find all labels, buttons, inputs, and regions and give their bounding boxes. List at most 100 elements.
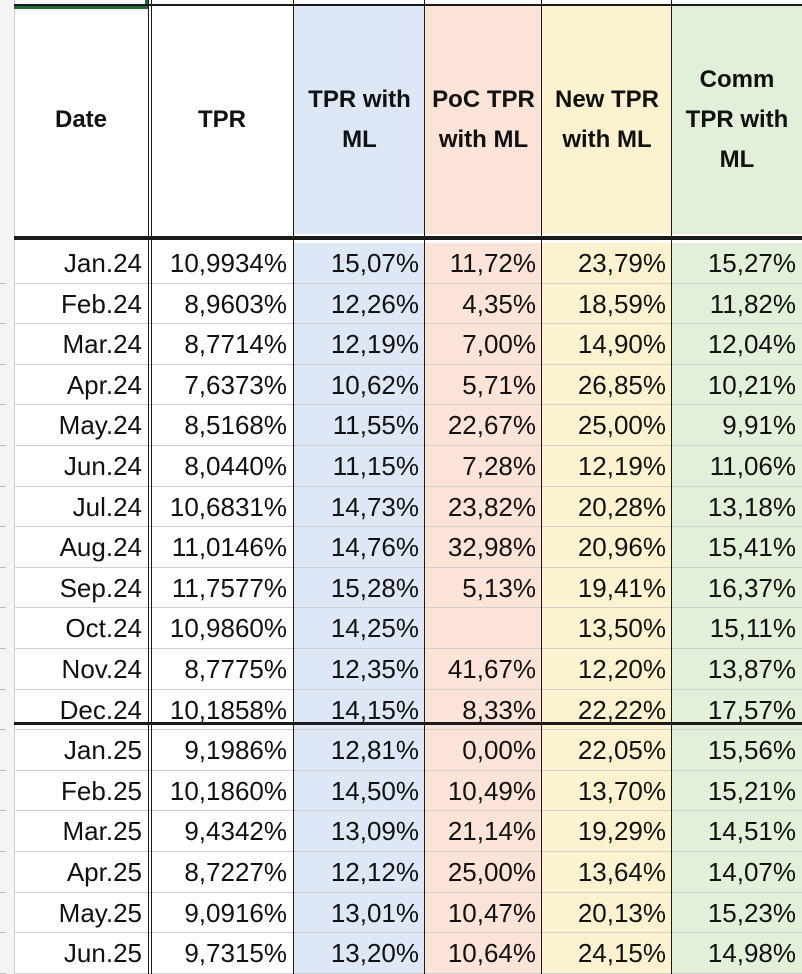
cell-date[interactable]: Aug.24 (59, 532, 142, 563)
cell-date[interactable]: Jun.25 (63, 938, 142, 969)
cell-date[interactable]: Feb.24 (61, 288, 142, 319)
cell-comm-tpr-with-ml[interactable]: 15,41% (672, 527, 802, 568)
cell-comm-tpr-with-ml[interactable]: 14,98% (672, 933, 802, 974)
cell-tpr-with-ml[interactable]: 15,28% (294, 567, 425, 608)
cell-comm-tpr-with-ml[interactable]: 11,06% (672, 446, 802, 486)
cell-date[interactable]: Sep.24 (59, 572, 142, 603)
cell-new-tpr-with-ml[interactable]: 20,13% (542, 892, 672, 933)
cell-new-tpr-with-ml[interactable]: 22,05% (542, 730, 672, 771)
cell-tpr[interactable]: 9,1986% (184, 735, 287, 766)
cell-new-tpr-with-ml[interactable]: 24,15% (542, 933, 672, 974)
cell-date[interactable]: Feb.25 (61, 775, 142, 806)
cell-tpr[interactable]: 9,0916% (184, 897, 287, 928)
cell-comm-tpr-with-ml[interactable]: 9,91% (672, 405, 802, 446)
cell-tpr[interactable]: 8,5168% (184, 410, 287, 441)
cell-poc-tpr-with-ml[interactable]: 0,00% (425, 730, 542, 771)
cell-date[interactable]: Jul.24 (72, 491, 142, 522)
cell-poc-tpr-with-ml[interactable]: 11,72% (425, 243, 542, 283)
header-new-tpr-with-ml[interactable]: New TPR with ML (542, 6, 672, 234)
header-tpr-with-ml[interactable]: TPR with ML (294, 6, 425, 234)
cell-comm-tpr-with-ml[interactable]: 10,21% (672, 364, 802, 405)
cell-new-tpr-with-ml[interactable]: 13,50% (542, 608, 672, 649)
header-poc-tpr-with-ml[interactable]: PoC TPR with ML (425, 6, 542, 234)
cell-poc-tpr-with-ml[interactable]: 22,67% (425, 405, 542, 446)
cell-tpr-with-ml[interactable]: 11,55% (294, 405, 425, 446)
cell-tpr-with-ml[interactable]: 13,09% (294, 811, 425, 852)
cell-poc-tpr-with-ml[interactable]: 7,28% (425, 446, 542, 486)
cell-new-tpr-with-ml[interactable]: 20,28% (542, 486, 672, 527)
cell-tpr-with-ml[interactable]: 13,20% (294, 933, 425, 974)
cell-poc-tpr-with-ml[interactable] (425, 608, 542, 649)
cell-poc-tpr-with-ml[interactable]: 5,71% (425, 364, 542, 405)
cell-comm-tpr-with-ml[interactable]: 15,21% (672, 770, 802, 811)
cell-tpr[interactable]: 10,6831% (169, 491, 287, 522)
cell-date[interactable]: Jan.24 (63, 248, 142, 278)
cell-date[interactable]: May.25 (58, 897, 142, 928)
cell-new-tpr-with-ml[interactable]: 13,64% (542, 852, 672, 892)
cell-poc-tpr-with-ml[interactable]: 23,82% (425, 486, 542, 527)
cell-tpr[interactable]: 10,9934% (169, 248, 287, 278)
cell-tpr[interactable]: 9,4342% (184, 816, 287, 847)
cell-new-tpr-with-ml[interactable]: 12,20% (542, 649, 672, 689)
cell-poc-tpr-with-ml[interactable]: 5,13% (425, 567, 542, 608)
cell-tpr-with-ml[interactable]: 14,50% (294, 770, 425, 811)
cell-poc-tpr-with-ml[interactable]: 21,14% (425, 811, 542, 852)
cell-comm-tpr-with-ml[interactable]: 14,51% (672, 811, 802, 852)
cell-new-tpr-with-ml[interactable]: 26,85% (542, 364, 672, 405)
cell-tpr-with-ml[interactable]: 11,15% (294, 446, 425, 486)
header-tpr[interactable]: TPR (151, 6, 293, 234)
cell-date[interactable]: Mar.25 (62, 816, 143, 847)
cell-new-tpr-with-ml[interactable]: 23,79% (542, 243, 672, 283)
cell-poc-tpr-with-ml[interactable]: 25,00% (425, 852, 542, 892)
cell-tpr[interactable]: 8,7227% (184, 857, 287, 887)
cell-tpr[interactable]: 10,9860% (169, 613, 287, 644)
cell-date[interactable]: Jun.24 (63, 451, 142, 481)
cell-tpr-with-ml[interactable]: 14,76% (294, 527, 425, 568)
cell-tpr-with-ml[interactable]: 12,12% (294, 852, 425, 892)
cell-comm-tpr-with-ml[interactable]: 15,11% (672, 608, 802, 649)
cell-tpr[interactable]: 8,0440% (184, 451, 287, 481)
cell-comm-tpr-with-ml[interactable]: 14,07% (672, 852, 802, 892)
cell-tpr[interactable]: 10,1858% (169, 694, 287, 725)
cell-new-tpr-with-ml[interactable]: 19,29% (542, 811, 672, 852)
cell-new-tpr-with-ml[interactable]: 25,00% (542, 405, 672, 446)
cell-poc-tpr-with-ml[interactable]: 10,64% (425, 933, 542, 974)
cell-date[interactable]: Apr.25 (66, 857, 142, 887)
cell-comm-tpr-with-ml[interactable]: 15,56% (672, 730, 802, 771)
cell-poc-tpr-with-ml[interactable]: 10,47% (425, 892, 542, 933)
cell-tpr-with-ml[interactable]: 13,01% (294, 892, 425, 933)
cell-comm-tpr-with-ml[interactable]: 11,82% (672, 283, 802, 324)
cell-date[interactable]: May.24 (58, 410, 142, 441)
cell-tpr-with-ml[interactable]: 12,35% (294, 649, 425, 689)
cell-comm-tpr-with-ml[interactable]: 15,27% (672, 243, 802, 283)
cell-tpr[interactable]: 8,7714% (184, 329, 287, 360)
header-date[interactable]: Date (14, 6, 148, 234)
cell-poc-tpr-with-ml[interactable]: 7,00% (425, 324, 542, 365)
cell-tpr[interactable]: 8,9603% (184, 288, 287, 319)
cell-tpr[interactable]: 11,7577% (171, 572, 287, 603)
cell-date[interactable]: Apr.24 (66, 369, 142, 400)
cell-tpr-with-ml[interactable]: 12,19% (294, 324, 425, 365)
cell-date[interactable]: Nov.24 (61, 654, 142, 684)
cell-poc-tpr-with-ml[interactable]: 41,67% (425, 649, 542, 689)
cell-comm-tpr-with-ml[interactable]: 13,87% (672, 649, 802, 689)
cell-tpr-with-ml[interactable]: 10,62% (294, 364, 425, 405)
cell-comm-tpr-with-ml[interactable]: 15,23% (672, 892, 802, 933)
cell-tpr-with-ml[interactable]: 14,73% (294, 486, 425, 527)
cell-date[interactable]: Jan.25 (63, 735, 142, 766)
cell-comm-tpr-with-ml[interactable]: 12,04% (672, 324, 802, 365)
cell-tpr[interactable]: 7,6373% (184, 369, 287, 400)
cell-comm-tpr-with-ml[interactable]: 13,18% (672, 486, 802, 527)
cell-new-tpr-with-ml[interactable]: 20,96% (542, 527, 672, 568)
cell-tpr-with-ml[interactable]: 12,26% (294, 283, 425, 324)
cell-tpr-with-ml[interactable]: 12,81% (294, 730, 425, 771)
cell-new-tpr-with-ml[interactable]: 18,59% (542, 283, 672, 324)
cell-new-tpr-with-ml[interactable]: 19,41% (542, 567, 672, 608)
cell-poc-tpr-with-ml[interactable]: 10,49% (425, 770, 542, 811)
cell-tpr[interactable]: 8,7775% (184, 654, 287, 684)
cell-poc-tpr-with-ml[interactable]: 32,98% (425, 527, 542, 568)
cell-new-tpr-with-ml[interactable]: 12,19% (542, 446, 672, 486)
cell-tpr[interactable]: 9,7315% (184, 938, 287, 969)
header-comm-tpr-with-ml[interactable]: Comm TPR with ML (672, 6, 802, 234)
cell-new-tpr-with-ml[interactable]: 13,70% (542, 770, 672, 811)
